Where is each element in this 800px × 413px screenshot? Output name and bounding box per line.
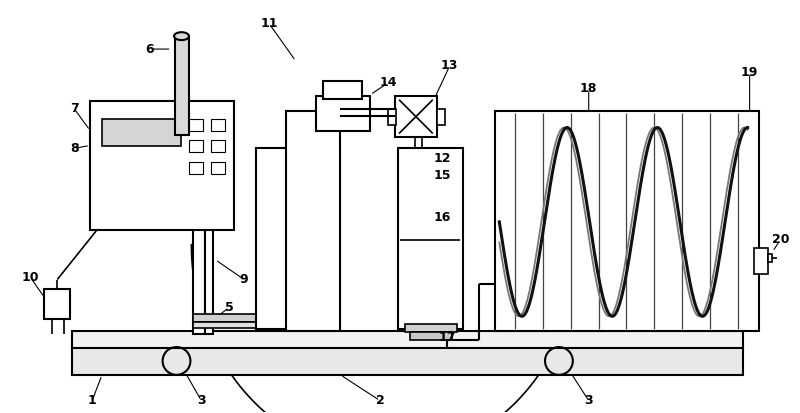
Bar — [72, 347, 742, 375]
Text: 20: 20 — [772, 233, 789, 246]
Bar — [395, 96, 437, 138]
Bar — [437, 109, 445, 125]
Text: 15: 15 — [434, 169, 451, 182]
Bar — [211, 140, 225, 152]
Bar — [767, 254, 773, 261]
Bar — [398, 148, 462, 329]
Text: 3: 3 — [585, 394, 593, 407]
Text: 16: 16 — [434, 211, 451, 224]
Bar — [256, 148, 341, 329]
Bar — [190, 119, 203, 131]
Bar — [72, 331, 742, 348]
Text: 6: 6 — [146, 43, 154, 56]
Bar — [206, 180, 214, 334]
Text: 7: 7 — [70, 102, 78, 115]
Bar — [211, 162, 225, 174]
Text: 10: 10 — [22, 271, 39, 284]
Bar — [194, 180, 206, 334]
Bar — [410, 332, 452, 340]
Text: 14: 14 — [379, 76, 397, 89]
Text: 18: 18 — [580, 82, 598, 95]
Bar — [754, 248, 767, 273]
Bar — [45, 290, 70, 319]
Bar — [405, 324, 457, 332]
Bar — [322, 81, 362, 99]
Text: 19: 19 — [741, 66, 758, 79]
Bar — [211, 119, 225, 131]
Text: 13: 13 — [441, 59, 458, 72]
Bar — [190, 162, 203, 174]
Bar — [194, 314, 258, 322]
Bar — [388, 109, 396, 125]
Text: 9: 9 — [240, 273, 248, 286]
Text: 1: 1 — [88, 394, 97, 407]
Bar — [286, 111, 341, 331]
Bar — [90, 101, 234, 230]
Bar — [495, 111, 758, 331]
Text: 12: 12 — [434, 152, 451, 165]
Text: 17: 17 — [439, 331, 457, 344]
Ellipse shape — [174, 32, 189, 40]
Bar — [174, 36, 190, 135]
Text: 11: 11 — [260, 17, 278, 30]
Text: 8: 8 — [70, 142, 78, 155]
Bar — [102, 119, 182, 146]
Bar — [194, 322, 258, 328]
Bar — [315, 96, 370, 131]
Text: 5: 5 — [225, 301, 234, 314]
Bar — [190, 140, 203, 152]
Text: 3: 3 — [197, 394, 206, 407]
Text: 2: 2 — [376, 394, 385, 407]
